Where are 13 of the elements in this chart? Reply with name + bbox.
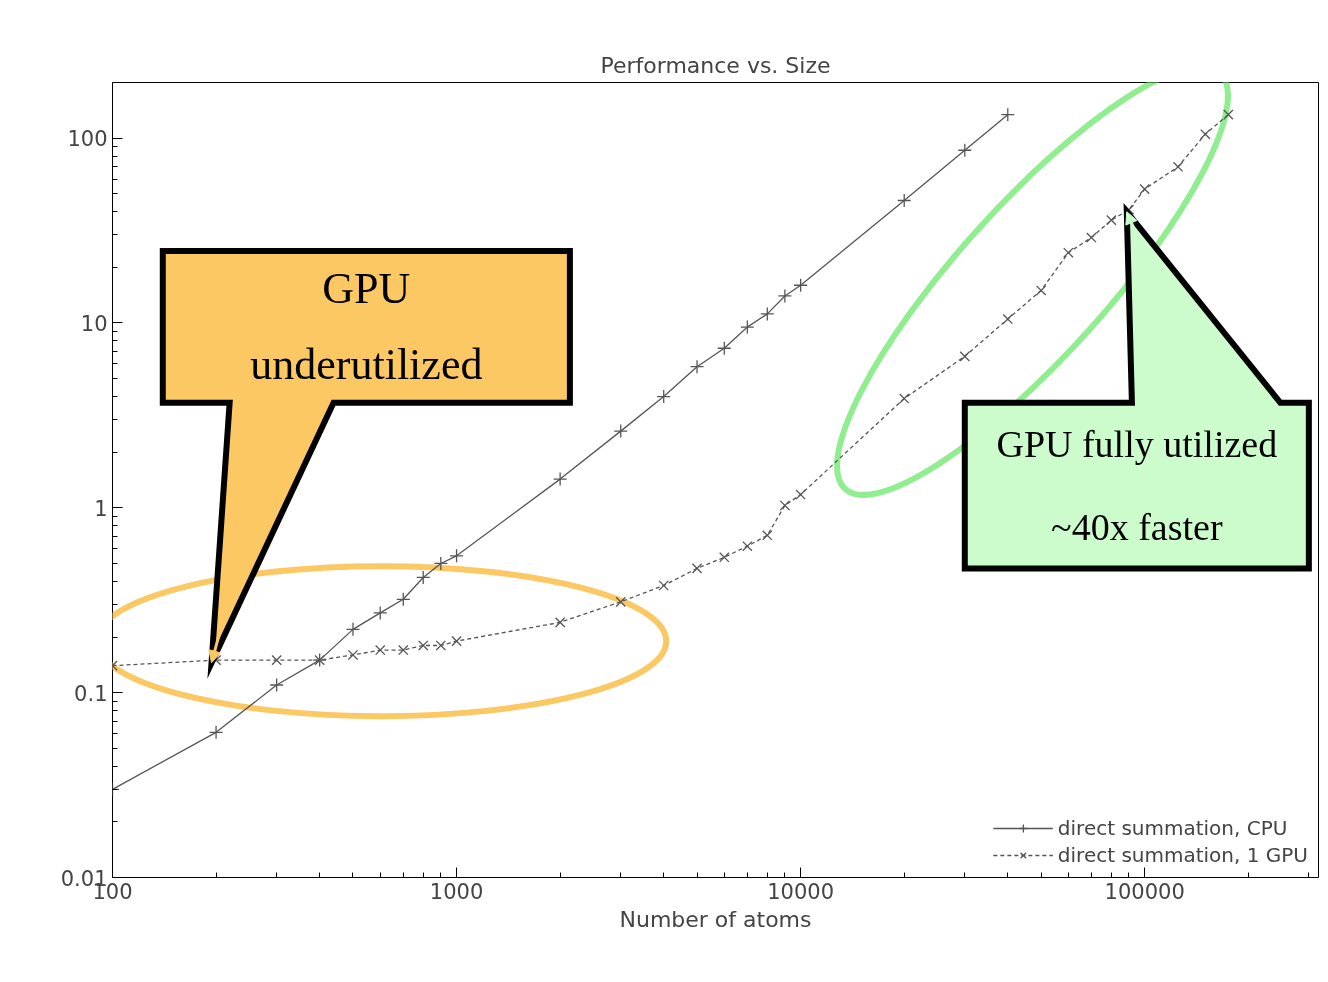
chart-title: Performance vs. Size [600, 52, 831, 78]
legend-label: direct summation, 1 GPU [1057, 843, 1308, 867]
x-axis-title: Number of atoms [619, 906, 812, 932]
legend-label: direct summation, CPU [1057, 816, 1288, 840]
y-tick-label: 10 [80, 311, 108, 336]
x-tick-label: 10000 [767, 879, 835, 904]
annotation: GPU underutilized [250, 264, 483, 390]
y-tick-label: 1 [94, 496, 108, 521]
x-tick-label: 100000 [1104, 879, 1185, 904]
y-tick-label: 0.1 [74, 681, 108, 706]
annotation: GPU fully utilized ~40x faster [996, 423, 1278, 549]
y-tick-label: 100 [67, 127, 108, 152]
x-tick-label: 1000 [429, 879, 484, 904]
